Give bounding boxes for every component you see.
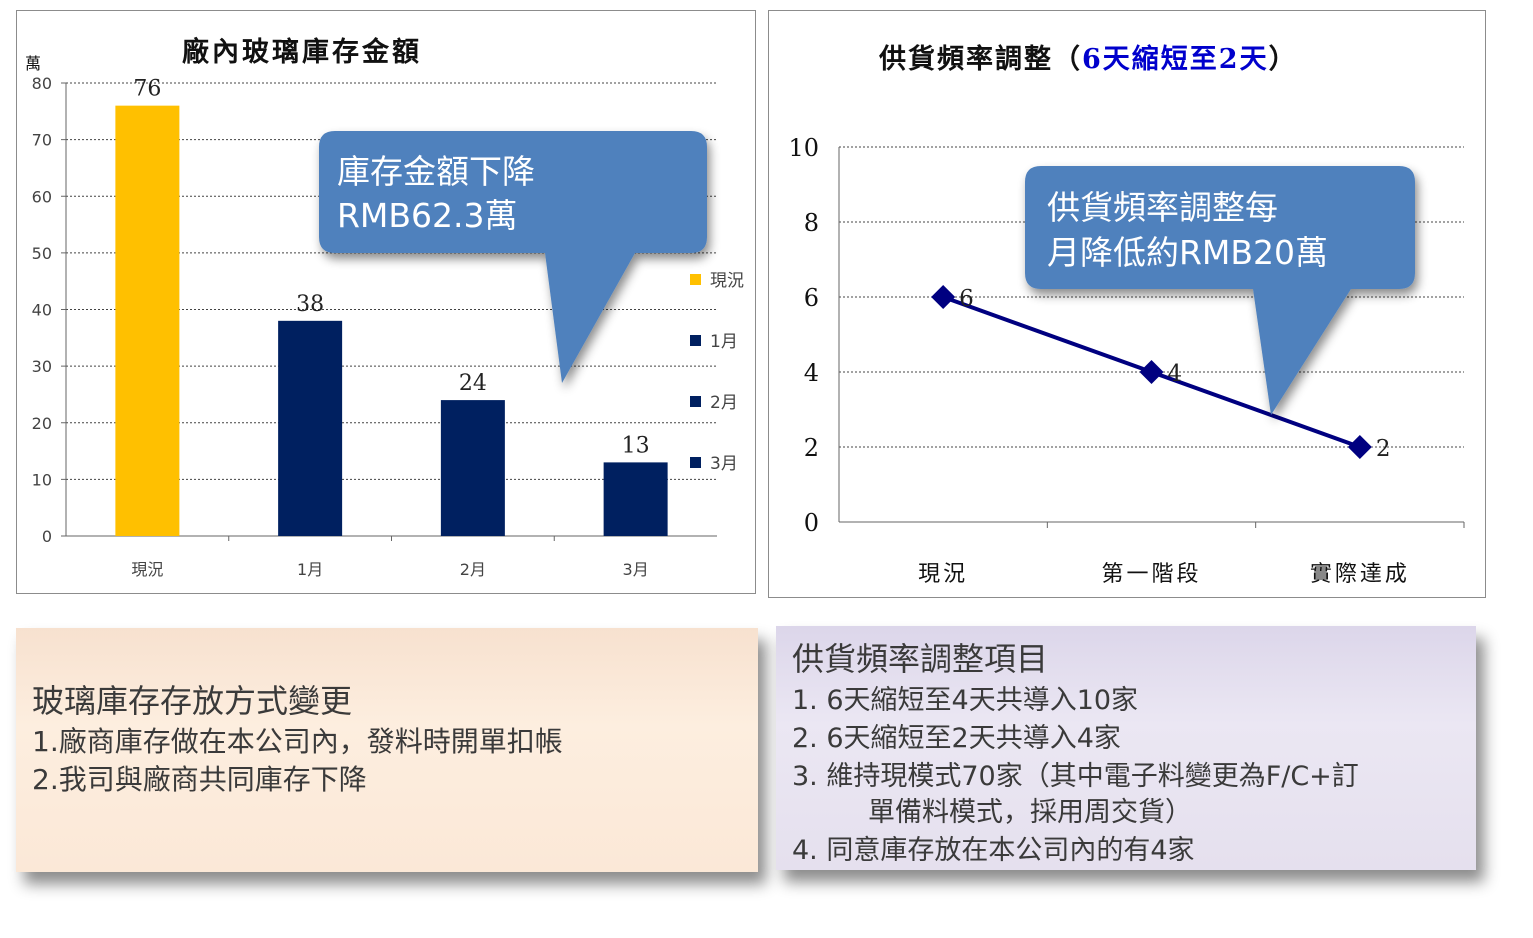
bar-x-tick-label: 2月 [460,560,486,579]
bar-y-tick-label: 50 [32,244,52,263]
legend-label: 現況 [710,271,744,291]
bar-y-tick-label: 60 [32,187,52,206]
supply-adjust-title: 供貨頻率調整項目 [792,640,1049,678]
callout-line: 庫存金額下降 [337,152,535,191]
bar-y-unit-label: 萬 [25,54,41,73]
supply-adjust-line-3: 3. 維持現模式70家（其中電子料變更為F/C+訂 [792,761,1359,792]
series-point [1139,360,1164,384]
line-x-tick-label: 第一階段 [1101,562,1201,587]
line-y-tick-label: 4 [804,359,819,387]
series-point [1347,435,1372,459]
storage-change-box: 玻璃庫存存放方式變更 1.廠商庫存做在本公司內，發料時開單扣帳 2.我司與廠商共… [16,628,758,872]
supply-adjust-line-4: 4. 同意庫存放在本公司內的有4家 [792,835,1195,866]
line-title-end: ） [1269,44,1298,75]
line-title-main: 供貨頻率調整（ [878,43,1082,75]
supply-adjust-box: 供貨頻率調整項目 1. 6天縮短至4天共導入10家 2. 6天縮短至2天共導入4… [776,626,1476,870]
bar-chart-title: 廠內玻璃庫存金額 [182,36,422,68]
bar-y-tick-label: 40 [32,301,52,320]
bar-data-label: 13 [622,433,650,458]
legend-swatch [690,274,701,285]
bar [278,320,343,536]
bar [440,400,505,536]
bar-x-tick-label: 現況 [131,560,163,579]
storage-change-title: 玻璃庫存存放方式變更 [32,682,353,720]
bar-data-label: 24 [459,371,487,396]
callout-bubble [319,131,707,383]
bar-y-tick-label: 20 [32,414,52,433]
bar-data-label: 76 [133,77,161,102]
bar-x-tick-label: 3月 [623,560,649,579]
legend-swatch [690,335,701,346]
series-data-label: 4 [1168,361,1183,387]
bar-y-tick-label: 70 [32,131,52,150]
callout-line: 月降低約RMB20萬 [1047,233,1328,272]
bar-y-tick-label: 80 [32,74,52,93]
line-x-tick-label: 現況 [918,562,968,587]
line-x-tick-label: 實際達成 [1310,562,1410,587]
callout-line: 供貨頻率調整每 [1047,188,1278,227]
supply-adjust-line-1: 1. 6天縮短至4天共導入10家 [792,685,1139,716]
line-chart-title: 供貨頻率調整（6天縮短至2天） [878,43,1298,75]
inventory-callout: 庫存金額下降 RMB62.3萬 [319,131,707,383]
bar [603,462,668,536]
series-point [931,285,956,309]
series-data-label: 2 [1376,436,1391,462]
supply-adjust-line-2: 2. 6天縮短至2天共導入4家 [792,723,1121,754]
supply-frequency-line-chart: 供貨頻率調整（6天縮短至2天） 0 2 4 6 8 10 6 現況 4 第一階段 2 實際達成 供貨頻率調… [768,10,1486,598]
callout-line: RMB62.3萬 [337,196,518,235]
bar-y-tick-label: 30 [32,357,52,376]
line-y-tick-label: 2 [804,434,819,462]
supply-adjust-line-3b: 單備料模式，採用周交貨） [868,797,1192,828]
storage-change-line-2: 2.我司與廠商共同庫存下降 [32,763,367,796]
bar [115,105,180,537]
series-data-label: 6 [959,286,974,312]
line-y-tick-label: 6 [804,284,819,312]
callout-bubble [1025,166,1415,415]
legend-swatch [690,396,701,407]
line-y-tick-label: 0 [804,509,819,537]
bar-data-label: 38 [296,292,324,317]
line-chart-svg: 供貨頻率調整（6天縮短至2天） 0 2 4 6 8 10 6 現況 4 第一階段 2 實際達成 供貨頻率調… [788,43,1465,587]
line-title-highlight: 6天縮短至2天 [1082,43,1269,75]
legend-label: 2月 [710,393,738,413]
line-y-tick-label: 8 [804,209,819,237]
inventory-bar-chart: 廠內玻璃庫存金額萬 0 10 20 30 40 50 60 70 80 76 現況 38 1月 24 2月 13… [16,10,756,594]
legend-label: 3月 [710,454,738,474]
legend-label: 1月 [710,332,738,352]
line-y-tick-label: 10 [788,134,819,162]
legend-swatch [690,457,701,468]
storage-change-line-1: 1.廠商庫存做在本公司內，發料時開單扣帳 [32,725,563,758]
bar-y-tick-label: 10 [32,470,52,489]
bar-y-tick-label: 0 [42,527,52,546]
bar-x-tick-label: 1月 [297,560,323,579]
